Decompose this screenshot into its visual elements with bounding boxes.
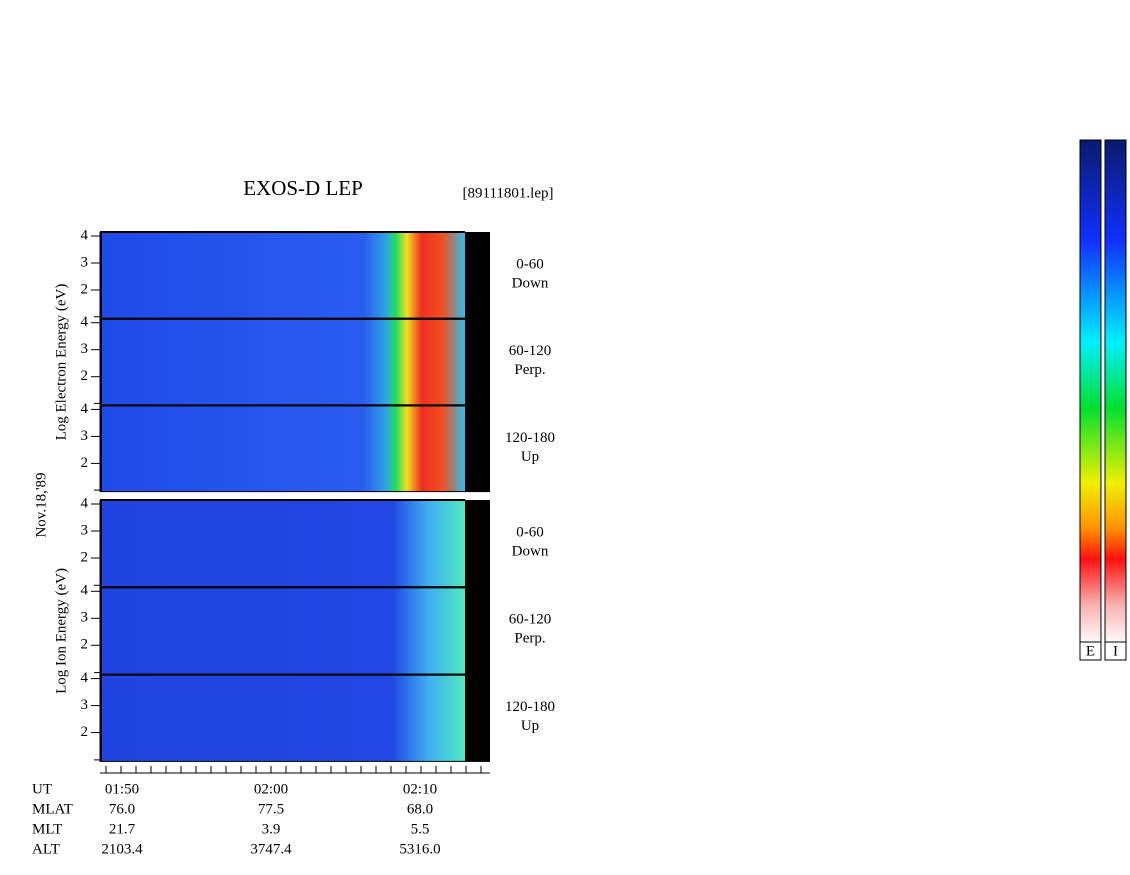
file-name: [89111801.lep]	[463, 185, 554, 201]
row-value: 02:10	[403, 781, 437, 797]
y-tick-label: 4	[81, 583, 89, 599]
row-value: 76.0	[109, 801, 135, 817]
y-tick-label: 3	[81, 428, 89, 444]
direction-label: Perp.	[514, 631, 545, 647]
direction-label: Up	[521, 718, 539, 734]
spectrogram	[102, 501, 465, 587]
y-tick-label: 2	[81, 455, 89, 471]
y-tick-label: 2	[81, 724, 89, 740]
angle-label: 0-60	[516, 256, 544, 272]
row-label: MLAT	[32, 801, 73, 817]
date: Nov.18,'89	[33, 472, 49, 537]
row-value: 02:00	[254, 781, 288, 797]
spectrogram	[102, 406, 465, 492]
row-value: 5316.0	[399, 841, 440, 857]
colorbar-box	[1104, 641, 1127, 661]
row-value: 3.9	[262, 821, 281, 837]
y-tick-label: 3	[81, 254, 89, 270]
colorbars	[1079, 139, 1127, 661]
angle-label: 60-120	[509, 612, 552, 628]
y-tick-label: 4	[81, 314, 89, 330]
row-value: 77.5	[258, 801, 284, 817]
y-tick-label: 3	[81, 610, 89, 626]
row-label: MLT	[32, 821, 62, 837]
title: EXOS-D LEP	[243, 176, 363, 200]
axis-label: Log Electron Energy (eV)	[53, 284, 69, 441]
colorbar-label: E	[1086, 643, 1095, 659]
y-tick-label: 3	[81, 341, 89, 357]
row-value: 68.0	[407, 801, 433, 817]
y-tick-label: 4	[81, 670, 89, 686]
y-tick-label: 3	[81, 522, 89, 538]
angle-label: 120-180	[505, 699, 555, 715]
angle-label: 0-60	[516, 524, 544, 540]
row-label: ALT	[32, 841, 60, 857]
direction-label: Down	[512, 543, 549, 559]
direction-label: Up	[521, 449, 539, 465]
row-value: 01:50	[105, 781, 139, 797]
colorbar-e	[1079, 139, 1102, 646]
row-value: 21.7	[109, 821, 136, 837]
spectrogram	[102, 675, 465, 761]
colorbar-label: I	[1113, 643, 1118, 659]
y-tick-label: 4	[81, 495, 89, 511]
spectrogram	[102, 319, 465, 405]
direction-label: Down	[512, 275, 549, 291]
y-tick-label: 2	[81, 368, 89, 384]
y-tick-label: 2	[81, 637, 89, 653]
angle-label: 60-120	[509, 343, 552, 359]
y-tick-label: 4	[81, 401, 89, 417]
y-tick-label: 3	[81, 697, 89, 713]
row-value: 3747.4	[250, 841, 292, 857]
row-label: UT	[32, 781, 52, 797]
angle-label: 120-180	[505, 430, 555, 446]
axis-label: Log Ion Energy (eV)	[53, 568, 69, 694]
direction-label: Perp.	[514, 362, 545, 378]
row-value: 5.5	[411, 821, 430, 837]
colorbar-i	[1104, 139, 1127, 646]
y-tick-label: 2	[81, 549, 89, 565]
spectrogram	[102, 588, 465, 674]
y-tick-label: 2	[81, 281, 89, 297]
spectrogram	[102, 233, 465, 318]
y-tick-label: 4	[81, 227, 89, 243]
row-value: 2103.4	[101, 841, 143, 857]
colorbar-box	[1079, 641, 1102, 661]
